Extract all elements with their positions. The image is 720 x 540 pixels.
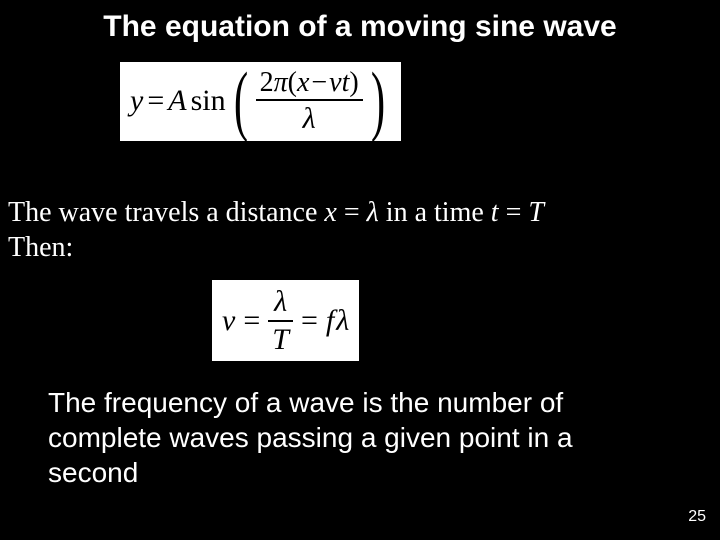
paragraph-1: The wave travels a distance x = λ in a t… xyxy=(8,195,708,265)
equation-2-box: v = λ T = fλ xyxy=(212,280,359,361)
eq1-num-close: ) xyxy=(349,67,358,98)
para1-t: t xyxy=(491,197,499,228)
eq1-fraction: 2π(x−vt) λ xyxy=(256,68,363,135)
eq2-rhs: fλ xyxy=(326,306,349,336)
page-number: 25 xyxy=(688,508,706,526)
eq1-num-2: 2 xyxy=(260,67,274,98)
eq1-num-open: ( xyxy=(288,67,297,98)
equation-1-container: y = A sin ( 2π(x−vt) λ ) xyxy=(120,62,401,141)
para1-eq2: = xyxy=(499,197,529,228)
eq1-paren-open: ( xyxy=(233,70,247,130)
eq1-num-v: v xyxy=(329,67,341,98)
eq1-num-pi: π xyxy=(274,67,288,98)
eq2-num: λ xyxy=(270,286,291,318)
eq1-rhs: A sin ( 2π(x−vt) λ ) xyxy=(168,68,390,135)
para1-then: Then: xyxy=(8,232,73,263)
equation-1: y = A sin ( 2π(x−vt) λ ) xyxy=(130,68,391,135)
eq1-frac-bar xyxy=(256,99,363,101)
para1-T: T xyxy=(528,197,544,228)
eq1-lhs: y xyxy=(130,86,143,116)
slide-title: The equation of a moving sine wave xyxy=(0,0,720,44)
para1-lambda: λ xyxy=(367,197,379,228)
eq2-frac-bar xyxy=(268,320,293,322)
para1-mid: in a time xyxy=(379,197,491,228)
eq1-denominator: λ xyxy=(299,103,320,135)
eq1-paren-close: ) xyxy=(371,70,385,130)
eq2-f: f xyxy=(326,306,336,336)
para1-eq1: = xyxy=(337,197,367,228)
eq2-den: T xyxy=(268,324,293,356)
equation-2: v = λ T = fλ xyxy=(222,286,349,355)
eq2-v: v xyxy=(222,306,235,336)
para1-x: x xyxy=(324,197,336,228)
slide: The equation of a moving sine wave y = A… xyxy=(0,0,720,540)
eq1-num-minus: − xyxy=(309,67,329,98)
para1-prefix: The wave travels a distance xyxy=(8,197,324,228)
eq1-coeff: A xyxy=(168,86,186,116)
eq2-lambda: λ xyxy=(336,306,349,336)
eq2-eq2: = xyxy=(299,306,320,336)
eq2-fraction: λ T xyxy=(268,286,293,355)
eq1-num-x: x xyxy=(297,67,309,98)
equation-1-box: y = A sin ( 2π(x−vt) λ ) xyxy=(120,62,401,141)
equation-2-container: v = λ T = fλ xyxy=(212,280,359,361)
paragraph-2: The frequency of a wave is the number of… xyxy=(48,385,668,490)
eq1-func: sin xyxy=(191,86,226,116)
eq1-equals: = xyxy=(147,86,164,116)
eq1-numerator: 2π(x−vt) xyxy=(256,68,363,97)
eq2-eq1: = xyxy=(241,306,262,336)
